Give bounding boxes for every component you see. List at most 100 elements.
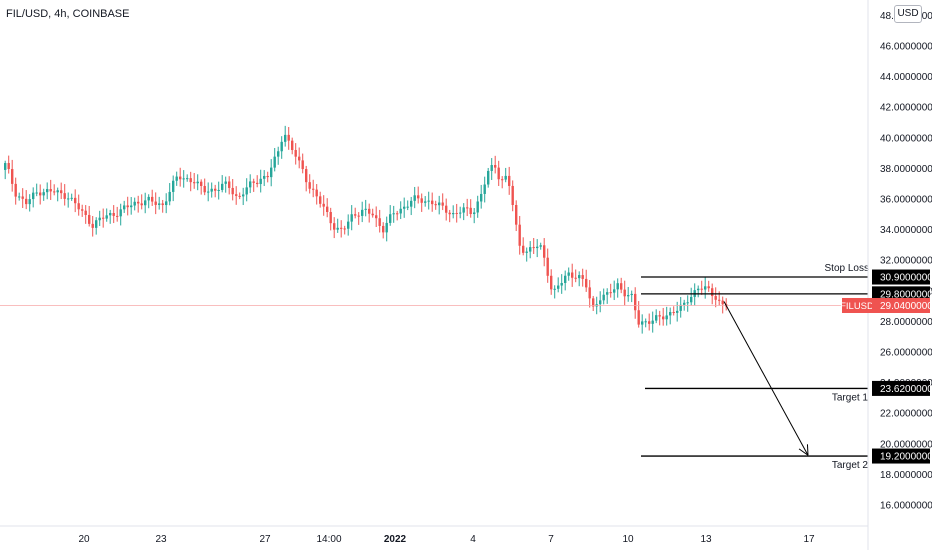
- price-tick-label: 20.00000000: [880, 439, 932, 450]
- candle-body: [322, 203, 325, 207]
- candle-body: [627, 295, 630, 297]
- candle-body: [81, 209, 84, 211]
- candle-body: [70, 197, 73, 199]
- candle-body: [641, 321, 644, 325]
- price-tick-label: 38.00000000: [880, 164, 932, 175]
- candle-body: [130, 205, 133, 208]
- candle-body: [718, 299, 721, 301]
- candle-body: [406, 206, 409, 208]
- candle-body: [497, 167, 500, 180]
- candle-body: [438, 202, 441, 206]
- candle-body: [371, 213, 374, 216]
- symbol-title: FIL/USD, 4h, COINBASE: [6, 8, 130, 20]
- candle-body: [238, 195, 241, 197]
- candle-body: [235, 194, 238, 196]
- candle-body: [312, 188, 315, 190]
- candle-body: [179, 176, 182, 180]
- time-axis[interactable]: 20 23 27 14:00 2022 4 7 10 13 17: [78, 534, 815, 545]
- candle-body: [301, 160, 304, 170]
- time-tick-label: 13: [700, 534, 712, 545]
- candle-body: [448, 212, 451, 215]
- price-tick-label: 34.00000000: [880, 225, 932, 236]
- candle-body: [578, 275, 581, 279]
- projection-arrow-line[interactable]: [723, 301, 809, 456]
- candle-body: [455, 213, 458, 215]
- candle-body: [385, 222, 388, 233]
- candle-body: [613, 289, 616, 293]
- candle-body: [245, 187, 248, 195]
- candle-body: [532, 247, 535, 249]
- candle-body: [417, 195, 420, 199]
- candle-body: [620, 283, 623, 290]
- candle-body: [28, 199, 31, 205]
- price-labels: 30.90000000 29.80000000 23.62000000 19.2000…: [840, 269, 932, 464]
- candle-body: [35, 192, 38, 194]
- candle-body: [630, 293, 633, 296]
- drawings[interactable]: Stop Loss Target 1 Target 2: [0, 263, 869, 471]
- candle-body: [116, 215, 119, 217]
- price-tick-label: 46.00000000: [880, 42, 932, 53]
- candle-body: [707, 286, 710, 289]
- candle-body: [375, 215, 378, 219]
- target-2-price-badge: [872, 448, 930, 464]
- target-1-label: Target 1: [832, 392, 869, 403]
- candle-body: [686, 302, 689, 304]
- candle-body: [326, 206, 329, 212]
- candle-body: [672, 312, 675, 314]
- last-price-symbol: FILUSD: [840, 301, 874, 312]
- candle-body: [389, 214, 392, 223]
- candle-body: [77, 203, 80, 210]
- candle-body: [53, 191, 56, 193]
- candle-body: [490, 165, 493, 171]
- candle-body: [427, 200, 430, 202]
- last-price-badge: [872, 297, 930, 313]
- candle-body: [585, 278, 588, 288]
- candle-body: [445, 205, 448, 213]
- candle-body: [536, 246, 539, 249]
- candle-body: [714, 296, 717, 300]
- candle-body: [357, 215, 360, 217]
- candle-body: [434, 204, 437, 206]
- candle-body: [277, 151, 280, 157]
- candle-body: [431, 200, 434, 205]
- candle-body: [221, 183, 224, 190]
- candle-body: [648, 321, 651, 324]
- candle-body: [49, 189, 52, 192]
- candle-body: [504, 175, 507, 180]
- candle-body: [560, 282, 563, 286]
- candle-body: [46, 189, 49, 193]
- candle-body: [270, 167, 273, 178]
- candle-body: [109, 212, 112, 216]
- candle-body: [515, 204, 518, 225]
- candle-body: [518, 224, 521, 246]
- candle-body: [634, 293, 637, 311]
- candle-body: [392, 213, 395, 215]
- price-tick-label: 28.00000000: [880, 317, 932, 328]
- candle-body: [105, 215, 108, 219]
- candle-body: [396, 213, 399, 215]
- candle-body: [623, 289, 626, 297]
- candle-body: [452, 213, 455, 215]
- time-tick-label: 20: [78, 534, 90, 545]
- candle-body: [501, 179, 504, 181]
- candle-body: [550, 275, 553, 290]
- target-1-price-badge: [872, 380, 930, 396]
- stop-loss-label: Stop Loss: [825, 263, 869, 274]
- candle-body: [469, 207, 472, 215]
- price-tick-label: 26.00000000: [880, 348, 932, 359]
- time-tick-label: 4: [470, 534, 476, 545]
- candle-body: [196, 181, 199, 184]
- candle-body: [214, 188, 217, 191]
- price-tick-label: 16.00000000: [880, 501, 932, 512]
- candle-body: [529, 247, 532, 252]
- candle-body: [182, 178, 185, 180]
- candle-body: [347, 221, 350, 229]
- candle-body: [508, 175, 511, 186]
- time-tick-label: 10: [622, 534, 634, 545]
- price-axis[interactable]: 16.00000000 18.00000000 20.00000000 22.0000…: [880, 11, 932, 512]
- candle-body: [343, 228, 346, 230]
- candle-body: [14, 183, 17, 197]
- currency-button[interactable]: USD: [894, 5, 922, 23]
- candle-body: [574, 277, 577, 279]
